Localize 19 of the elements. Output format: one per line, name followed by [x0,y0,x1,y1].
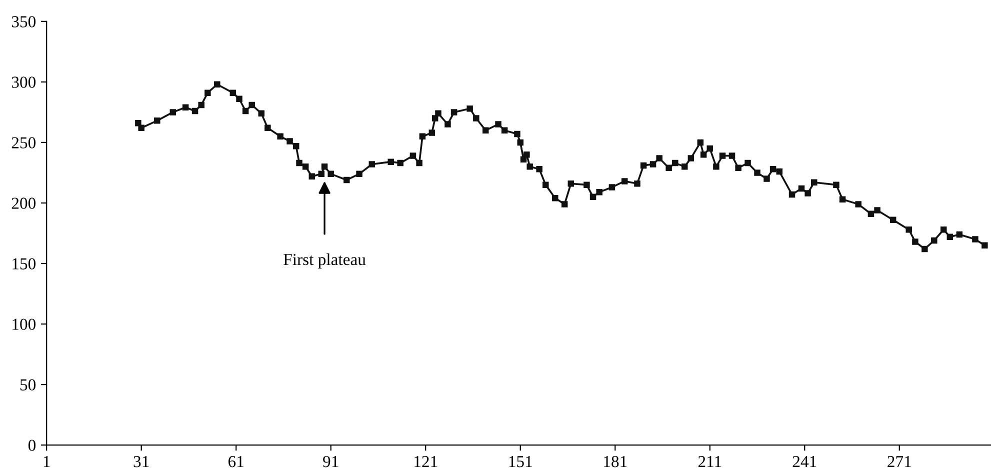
x-tick-label: 271 [888,456,911,468]
y-tick-label: 150 [12,258,36,270]
y-tick-label: 50 [20,379,36,390]
x-tick-label: 151 [509,456,532,468]
y-tick-label: 300 [12,76,36,88]
x-tick-label: 241 [792,456,816,468]
x-tick-label: 1 [44,456,50,468]
y-tick-label: 0 [28,440,36,452]
x-tick-label: 181 [604,456,627,468]
y-tick-label: 350 [12,16,36,28]
x-tick-label: 211 [698,456,722,468]
x-tick-label: 61 [228,456,244,468]
x-tick-label: 91 [323,456,338,468]
y-tick-label: 250 [12,137,36,148]
y-tick-label: 100 [12,318,36,330]
x-tick-label: 31 [134,456,149,468]
annotation: First plateau [284,253,366,269]
y-tick-label: 200 [12,198,36,209]
x-tick-label: 121 [414,456,438,468]
